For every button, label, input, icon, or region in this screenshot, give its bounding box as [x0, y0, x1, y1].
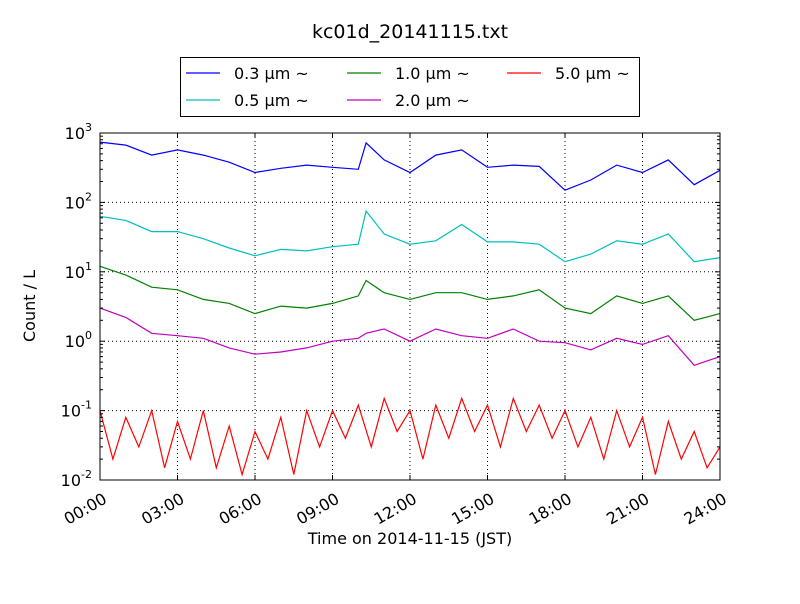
grid — [100, 133, 720, 480]
x-tick-label: 15:00 — [448, 489, 497, 529]
x-tick-label: 24:00 — [681, 489, 730, 529]
x-tick-label: 00:00 — [61, 489, 110, 529]
y-axis: 10-2 10-1 100 101 102 103 — [61, 121, 720, 490]
x-tick-label: 03:00 — [138, 489, 187, 529]
series-lines — [99, 141, 721, 477]
legend: 0.3 μm ~ 0.5 μm ~ 1.0 μm ~ 2.0 μm ~ 5.0 μm ~ — [180, 57, 640, 117]
legend-label: 0.5 μm ~ — [234, 91, 309, 110]
legend-label: 1.0 μm ~ — [395, 64, 470, 83]
y-tick-label: 10-1 — [61, 399, 92, 421]
legend-label: 2.0 μm ~ — [395, 91, 470, 110]
series-line — [99, 307, 721, 366]
series-line — [99, 141, 721, 191]
legend-box — [180, 57, 640, 117]
series-line — [99, 265, 721, 321]
x-axis-label: Time on 2014-11-15 (JST) — [307, 529, 512, 548]
series-line — [99, 209, 721, 263]
x-tick-label: 06:00 — [216, 489, 265, 529]
x-tick-label: 21:00 — [603, 489, 652, 529]
legend-label: 0.3 μm ~ — [234, 64, 309, 83]
series-line — [99, 396, 721, 477]
chart-title: kc01d_20141115.txt — [312, 21, 508, 43]
y-tick-label: 100 — [65, 329, 92, 351]
y-tick-label: 10-2 — [61, 468, 92, 490]
legend-label: 5.0 μm ~ — [555, 64, 630, 83]
x-tick-label: 18:00 — [526, 489, 575, 529]
y-tick-label: 101 — [65, 260, 92, 282]
y-axis-label: Count / L — [20, 270, 39, 342]
y-tick-label: 103 — [65, 121, 92, 143]
x-tick-label: 12:00 — [371, 489, 420, 529]
x-axis: 00:00 03:00 06:00 09:00 12:00 15:00 18:00 21:00… — [61, 133, 730, 529]
y-tick-label: 102 — [65, 190, 92, 212]
x-tick-label: 09:00 — [293, 489, 342, 529]
